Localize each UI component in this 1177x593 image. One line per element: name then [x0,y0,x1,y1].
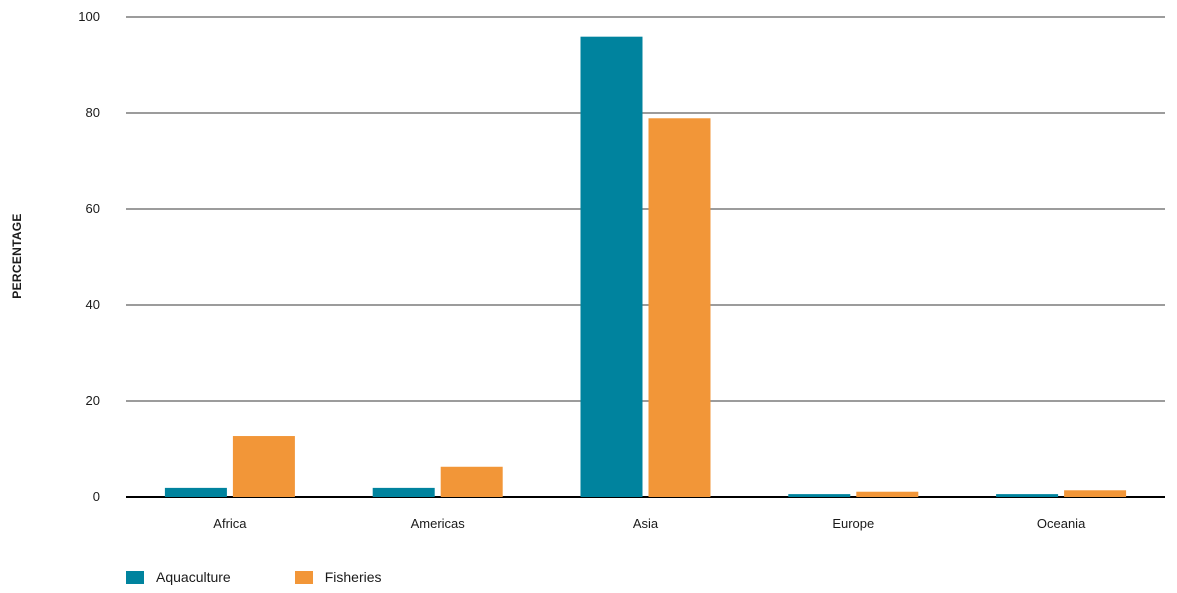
x-category-label: Africa [213,516,247,531]
legend-swatch-aquaculture [126,570,144,584]
y-tick-label: 100 [78,9,100,24]
gridlines [126,16,1165,498]
bar-aquaculture-africa [164,487,227,497]
bar-aquaculture-europe [788,494,851,497]
y-axis-ticks: 0 20 40 60 80 100 [78,9,100,504]
legend-item-aquaculture: Aquaculture [126,569,231,585]
bar-aquaculture-asia [580,36,643,498]
legend-item-fisheries: Fisheries [294,569,382,585]
bar-aquaculture-americas [372,487,435,497]
x-category-label: Asia [633,516,659,531]
bar-fisheries-oceania [1064,490,1127,497]
bar-chart: 0 20 40 60 80 100 Africa Americas Asia Europe Oce… [10,9,1165,531]
legend: Aquaculture Fisheries [126,569,446,585]
x-category-label: Europe [832,516,874,531]
legend-label-fisheries: Fisheries [324,569,382,585]
bar-aquaculture-oceania [996,494,1059,497]
x-axis-labels: Africa Americas Asia Europe Oceania [213,516,1086,531]
bar-fisheries-americas [440,466,503,497]
y-tick-label: 0 [93,489,100,504]
y-tick-label: 40 [86,297,100,312]
y-tick-label: 80 [86,105,100,120]
bar-fisheries-africa [232,436,295,497]
legend-label-aquaculture: Aquaculture [156,569,231,585]
legend-swatch-fisheries [294,570,313,584]
y-tick-label: 60 [86,201,100,216]
x-category-label: Oceania [1037,516,1086,531]
y-tick-label: 20 [86,393,100,408]
x-category-label: Americas [411,516,466,531]
bar-fisheries-europe [856,491,919,497]
y-axis-title: PERCENTAGE [10,213,24,298]
bar-fisheries-asia [648,118,711,497]
bars [164,36,1127,498]
